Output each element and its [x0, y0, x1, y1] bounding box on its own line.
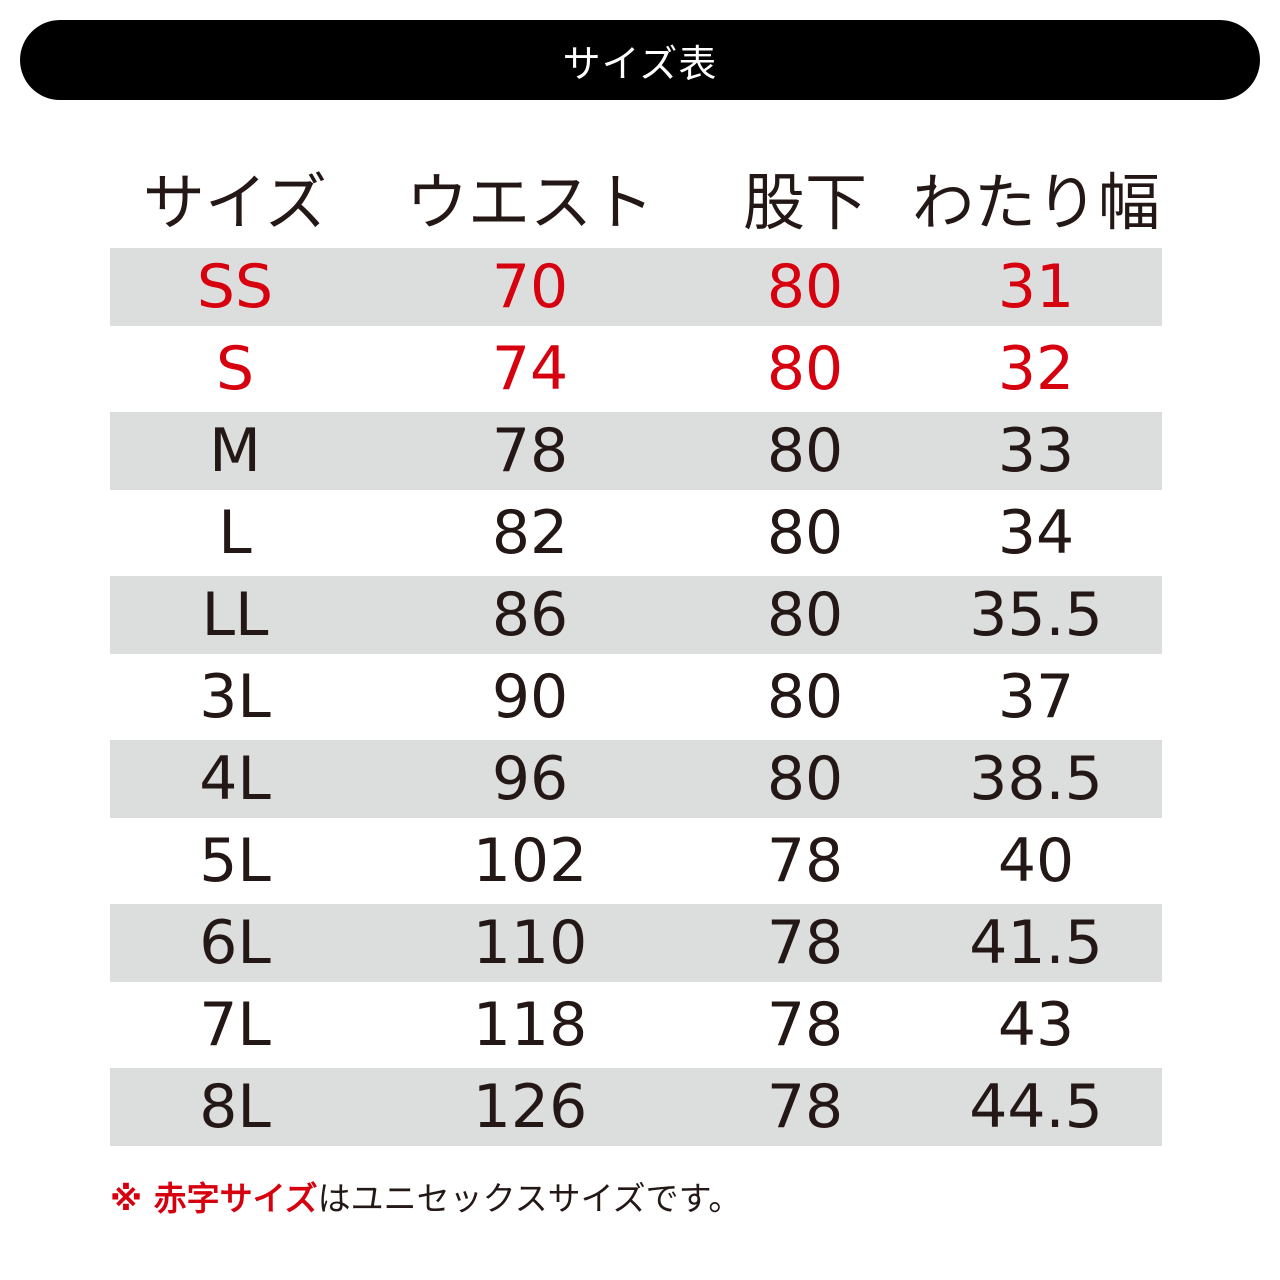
cell-waist: 82 [491, 498, 569, 568]
cell-inseam: 78 [766, 990, 844, 1060]
cell-size: M [209, 416, 261, 486]
cell-inseam: 80 [766, 744, 844, 814]
table-header: サイズ ウエスト 股下 わたり幅 [110, 160, 1162, 246]
cell-waist: 126 [472, 1072, 588, 1142]
cell-inseam: 80 [766, 252, 844, 322]
header-thigh: わたり幅 [911, 166, 1160, 239]
cell-thigh: 37 [997, 662, 1075, 732]
header-size: サイズ [142, 166, 328, 239]
header-waist: ウエスト [405, 166, 654, 239]
footnote: ※ 赤字サイズはユニセックスサイズです。 [110, 1172, 741, 1220]
table-row: L 82 80 34 [110, 492, 1162, 574]
cell-thigh: 35.5 [969, 580, 1103, 650]
cell-thigh: 31 [997, 252, 1075, 322]
table-row: 7L 118 78 43 [110, 984, 1162, 1066]
cell-size: 7L [199, 990, 271, 1060]
footnote-text: はユニセックスサイズです。 [317, 1179, 742, 1218]
cell-inseam: 80 [766, 580, 844, 650]
cell-waist: 96 [491, 744, 569, 814]
cell-size: 3L [199, 662, 271, 732]
cell-size: SS [196, 252, 274, 322]
table-row: 8L 126 78 44.5 [110, 1068, 1162, 1146]
table-row: 6L 110 78 41.5 [110, 904, 1162, 982]
table-row: S 74 80 32 [110, 328, 1162, 410]
cell-inseam: 80 [766, 662, 844, 732]
table-row: 4L 96 80 38.5 [110, 740, 1162, 818]
cell-size: 6L [199, 908, 271, 978]
footnote-emphasis: ※ 赤字サイズ [110, 1179, 318, 1218]
cell-inseam: 80 [766, 334, 844, 404]
cell-waist: 78 [491, 416, 569, 486]
cell-size: 4L [199, 744, 271, 814]
cell-thigh: 32 [997, 334, 1075, 404]
size-table: サイズ ウエスト 股下 わたり幅 SS 70 80 31 S 74 80 32 M 78 80 33 L… [110, 160, 1162, 1148]
cell-waist: 74 [491, 334, 569, 404]
cell-thigh: 44.5 [969, 1072, 1103, 1142]
cell-waist: 118 [472, 990, 588, 1060]
cell-size: L [218, 498, 252, 568]
table-row: 3L 90 80 37 [110, 656, 1162, 738]
table-row: LL 86 80 35.5 [110, 576, 1162, 654]
cell-size: 8L [199, 1072, 271, 1142]
cell-inseam: 78 [766, 826, 844, 896]
cell-waist: 110 [472, 908, 588, 978]
table-row: M 78 80 33 [110, 412, 1162, 490]
cell-thigh: 43 [997, 990, 1075, 1060]
table-body: SS 70 80 31 S 74 80 32 M 78 80 33 L 82 80 34 LL 86 80 35.5 3… [110, 248, 1162, 1146]
cell-size: S [215, 334, 255, 404]
cell-waist: 90 [491, 662, 569, 732]
cell-thigh: 33 [997, 416, 1075, 486]
cell-size: LL [201, 580, 269, 650]
cell-inseam: 80 [766, 498, 844, 568]
cell-inseam: 78 [766, 908, 844, 978]
cell-inseam: 80 [766, 416, 844, 486]
cell-thigh: 40 [997, 826, 1075, 896]
cell-size: 5L [199, 826, 271, 896]
title-bar: サイズ表 [20, 20, 1260, 100]
table-row: SS 70 80 31 [110, 248, 1162, 326]
cell-waist: 86 [491, 580, 569, 650]
page-title: サイズ表 [562, 41, 718, 86]
cell-thigh: 41.5 [969, 908, 1103, 978]
cell-waist: 102 [472, 826, 588, 896]
cell-waist: 70 [491, 252, 569, 322]
cell-inseam: 78 [766, 1072, 844, 1142]
header-inseam: 股下 [742, 166, 867, 239]
cell-thigh: 38.5 [969, 744, 1103, 814]
table-row: 5L 102 78 40 [110, 820, 1162, 902]
cell-thigh: 34 [997, 498, 1075, 568]
